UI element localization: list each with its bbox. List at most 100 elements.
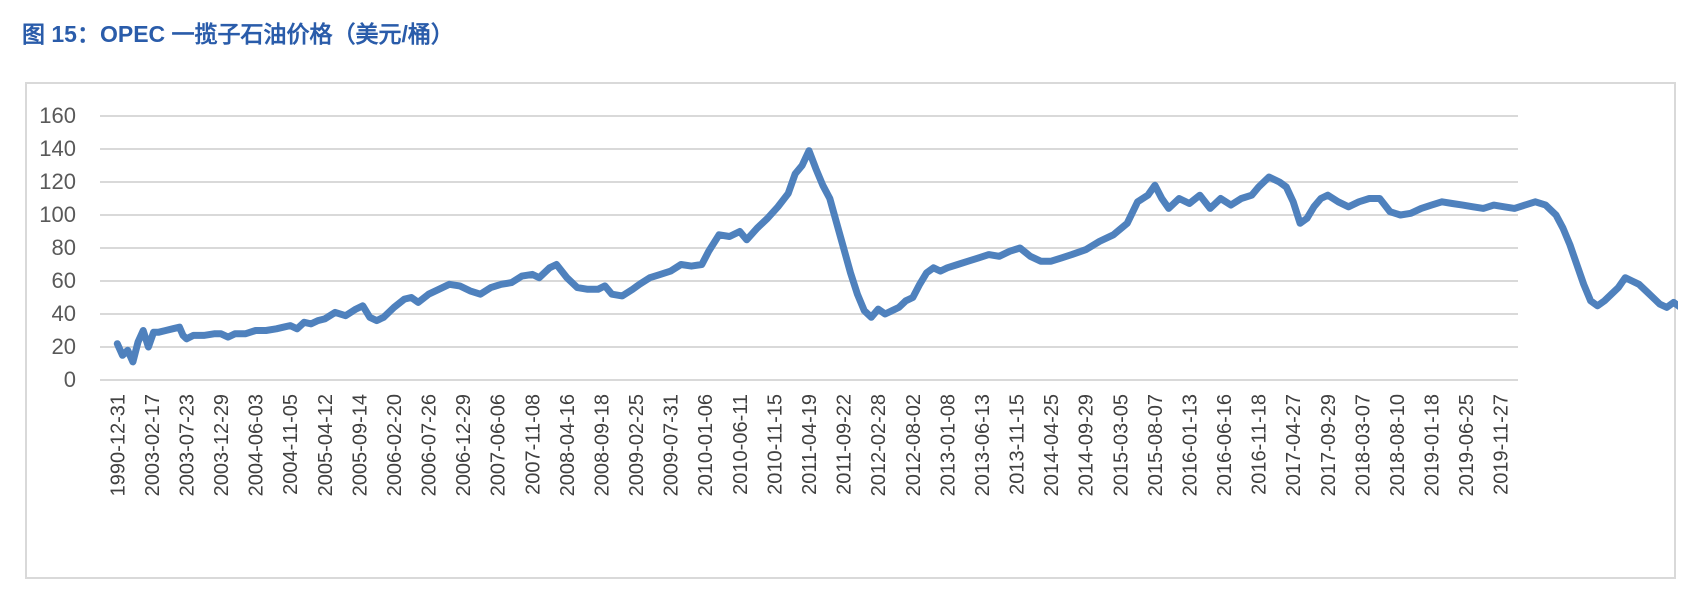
data-point — [1136, 200, 1140, 204]
line-chart: 0 20 40 60 80 100 120 140 160 1990-12-31 2003-02-… — [39, 103, 1678, 496]
data-point — [1658, 302, 1662, 306]
data-point — [392, 305, 396, 309]
data-point — [745, 238, 749, 242]
data-point — [121, 353, 124, 357]
data-point — [890, 309, 894, 313]
data-point — [1561, 226, 1565, 230]
x-tick-label: 2008-04-16 — [557, 394, 579, 496]
data-point — [1267, 175, 1271, 179]
data-point — [904, 299, 908, 303]
data-point — [316, 319, 320, 323]
x-tick-label: 2008-09-18 — [591, 394, 613, 496]
data-point — [800, 164, 804, 167]
data-point — [427, 292, 431, 296]
data-point — [1060, 256, 1063, 260]
data-point — [344, 314, 348, 318]
data-point — [499, 282, 503, 286]
data-point — [997, 254, 1001, 258]
data-point — [855, 292, 859, 296]
x-tick-label: 2016-11-18 — [1249, 394, 1271, 495]
data-point — [1609, 292, 1613, 296]
x-tick-label: 2009-07-31 — [661, 394, 683, 496]
data-point — [945, 266, 949, 270]
data-point — [631, 287, 635, 291]
data-point — [288, 324, 292, 328]
data-point — [382, 315, 386, 319]
x-tick-label: 2013-06-13 — [972, 394, 994, 496]
data-point — [876, 307, 880, 311]
data-point — [897, 305, 901, 309]
data-point — [1630, 279, 1634, 283]
data-point — [669, 269, 673, 273]
y-tick-label: 160 — [39, 103, 76, 128]
x-tick-label: 2013-11-15 — [1007, 394, 1029, 495]
data-point — [1070, 253, 1074, 257]
y-tick-label: 20 — [52, 334, 76, 359]
data-point — [1596, 304, 1599, 308]
x-tick-label: 2014-04-25 — [1041, 394, 1063, 496]
y-tick-label: 80 — [52, 235, 76, 260]
data-point — [565, 276, 569, 280]
x-tick-label: 2003-12-29 — [211, 394, 233, 496]
data-point — [126, 348, 130, 352]
data-point — [786, 192, 790, 195]
y-axis-ticks: 0 20 40 60 80 100 120 140 160 — [39, 103, 76, 392]
data-point — [689, 264, 693, 268]
data-point — [1219, 197, 1223, 200]
data-point — [1623, 276, 1627, 280]
y-tick-label: 140 — [39, 136, 76, 161]
data-point — [178, 325, 181, 329]
x-tick-label: 1990-12-31 — [107, 394, 129, 496]
data-point — [447, 282, 451, 286]
data-point — [1513, 206, 1516, 210]
data-point — [157, 330, 161, 334]
data-point — [274, 327, 278, 331]
data-point — [191, 333, 195, 337]
data-point — [555, 263, 558, 266]
data-point — [966, 259, 970, 263]
data-point — [842, 246, 846, 250]
x-tick-label: 2012-08-02 — [903, 394, 925, 496]
x-tick-label: 2004-06-03 — [246, 394, 268, 496]
x-tick-label: 2005-09-14 — [349, 394, 371, 496]
data-point — [409, 296, 413, 299]
data-point — [738, 230, 742, 233]
chart-frame: 0 20 40 60 80 100 120 140 160 1990-12-31 2003-02-… — [25, 82, 1678, 579]
data-point — [437, 287, 441, 291]
data-point — [956, 263, 960, 266]
data-point — [1305, 216, 1309, 220]
data-point — [1554, 213, 1558, 217]
data-point — [1665, 305, 1669, 309]
data-point — [1568, 243, 1572, 247]
data-point — [254, 329, 258, 332]
data-point — [1319, 197, 1323, 200]
data-point — [793, 172, 797, 176]
data-point — [510, 281, 514, 285]
data-point — [821, 183, 825, 187]
data-point — [1481, 206, 1485, 210]
data-point — [1492, 203, 1496, 207]
data-point — [1471, 205, 1475, 209]
data-point — [1039, 259, 1043, 263]
x-tick-label: 2006-07-26 — [419, 394, 441, 496]
data-point — [1575, 263, 1579, 266]
x-tick-label: 2015-03-05 — [1110, 394, 1132, 496]
data-point — [1378, 197, 1382, 200]
data-point — [1291, 200, 1295, 204]
data-point — [1208, 206, 1212, 210]
data-point — [1523, 203, 1527, 207]
data-point — [333, 310, 337, 314]
data-point — [146, 345, 150, 349]
x-tick-label: 2011-09-22 — [834, 394, 856, 495]
data-point — [233, 332, 237, 336]
x-tick-label: 2015-08-07 — [1145, 394, 1167, 496]
data-point — [1326, 193, 1330, 197]
data-point — [911, 296, 915, 299]
x-tick-label: 2006-02-20 — [384, 394, 406, 496]
x-tick-label: 2007-06-06 — [488, 394, 510, 496]
data-point — [835, 221, 839, 225]
data-point — [458, 284, 462, 288]
data-point — [537, 276, 541, 280]
x-tick-label: 2005-04-12 — [315, 394, 337, 496]
data-point — [575, 286, 579, 290]
